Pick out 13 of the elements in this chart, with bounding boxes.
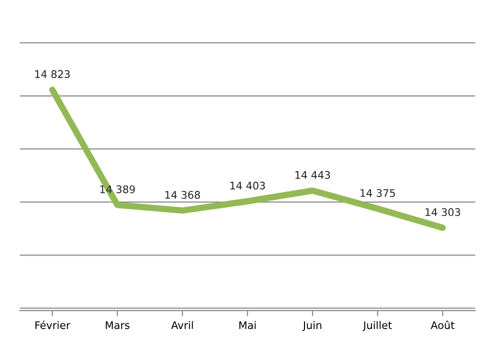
data-label: 14 823 xyxy=(35,70,70,78)
x-tick-label: Mai xyxy=(239,321,256,330)
data-label: 14 443 xyxy=(295,171,330,179)
data-label: 14 303 xyxy=(426,208,460,216)
x-tick-label: Juillet xyxy=(362,321,392,332)
x-tick-label: Février xyxy=(35,320,70,330)
data-label: 14 403 xyxy=(230,182,265,190)
data-label: 14 368 xyxy=(165,190,200,199)
x-tick-label: Mars xyxy=(106,321,130,330)
data-label: 14 375 xyxy=(360,189,395,197)
x-tick-label: Juin xyxy=(302,321,322,332)
x-tick-label: Avril xyxy=(171,321,193,329)
x-tick-label: Août xyxy=(430,320,454,330)
